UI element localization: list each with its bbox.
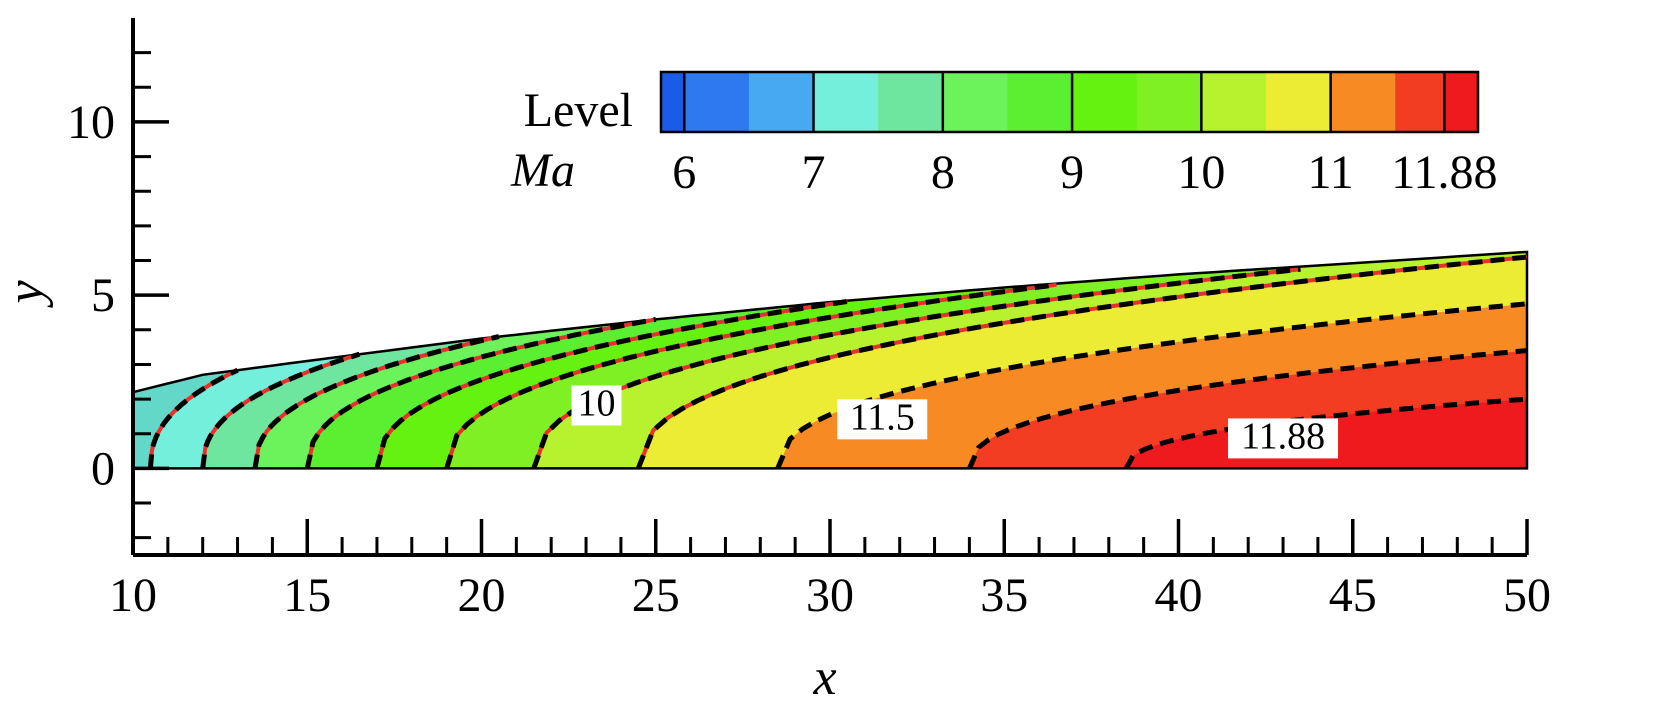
contour-label: 11.88	[1241, 415, 1325, 457]
x-tick-label: 35	[980, 569, 1028, 622]
x-tick-label: 15	[283, 569, 331, 622]
legend-color-band	[1007, 72, 1073, 132]
legend-frame	[659, 70, 1480, 134]
color-legend: 6 7 8 9 10 11 11.88 Level Ma	[510, 70, 1497, 199]
contour-line	[252, 334, 500, 469]
legend-color-band	[1395, 72, 1445, 132]
x-tick-label: 30	[806, 569, 854, 622]
legend-color-band	[1201, 72, 1267, 132]
contour-label-bg	[571, 385, 622, 426]
contour-line	[147, 367, 239, 469]
legend-color-band	[661, 72, 685, 132]
legend-color-band	[1330, 72, 1396, 132]
contour-line	[200, 351, 361, 469]
contour-line	[967, 348, 1528, 470]
contour-line	[444, 282, 1057, 470]
contour-lines	[147, 254, 1528, 470]
contour-line	[635, 254, 1528, 470]
legend-tick-label: 8	[931, 146, 955, 199]
legend-tick-label: 9	[1060, 146, 1084, 199]
x-tick-label: 45	[1329, 569, 1377, 622]
legend-tick-label: 10	[1177, 146, 1225, 199]
x-tick-label: 50	[1503, 569, 1551, 622]
contour-line	[775, 301, 1528, 470]
x-tick-label: 40	[1155, 569, 1203, 622]
contour-line	[531, 266, 1301, 470]
legend-title: Level	[524, 84, 633, 137]
legend-color-band	[1072, 72, 1138, 132]
x-tick-label: 25	[632, 569, 680, 622]
legend-tick-label: 6	[672, 146, 696, 199]
contour-line	[1124, 396, 1528, 470]
x-tick-label: 20	[458, 569, 506, 622]
y-tick-label: 10	[67, 96, 115, 149]
contour-line	[374, 298, 848, 470]
contour-field	[131, 250, 1529, 470]
y-axis-title: y	[0, 280, 54, 309]
legend-color-band	[878, 72, 944, 132]
legend-color-band	[1136, 72, 1202, 132]
x-axis-title: x	[812, 649, 836, 702]
legend-variable: Ma	[510, 144, 575, 197]
legend-tick-label: 11.88	[1391, 146, 1497, 199]
legend-color-band	[1265, 72, 1332, 132]
y-tick-label: 0	[91, 442, 115, 495]
contour-labels: 10 11.5 11.88	[571, 382, 1339, 459]
contour-label-bg	[837, 399, 928, 440]
legend-tick-label: 11	[1308, 146, 1354, 199]
y-tick-label: 5	[91, 269, 115, 322]
x-tick-label: 10	[109, 569, 157, 622]
legend-color-band	[684, 72, 750, 132]
legend-color-band	[942, 72, 1009, 132]
legend-color-band	[813, 72, 879, 132]
contour-line	[304, 316, 657, 469]
legend-tick-label: 7	[802, 146, 826, 199]
contour-label-bg	[1228, 418, 1339, 459]
axes: 10 15 20 25 30 35 40 45 50 0 5 10	[67, 18, 1551, 622]
contour-label: 11.5	[850, 396, 915, 438]
legend-color-band	[748, 72, 815, 132]
contour-label: 10	[578, 382, 616, 424]
legend-color-band	[1444, 72, 1479, 132]
